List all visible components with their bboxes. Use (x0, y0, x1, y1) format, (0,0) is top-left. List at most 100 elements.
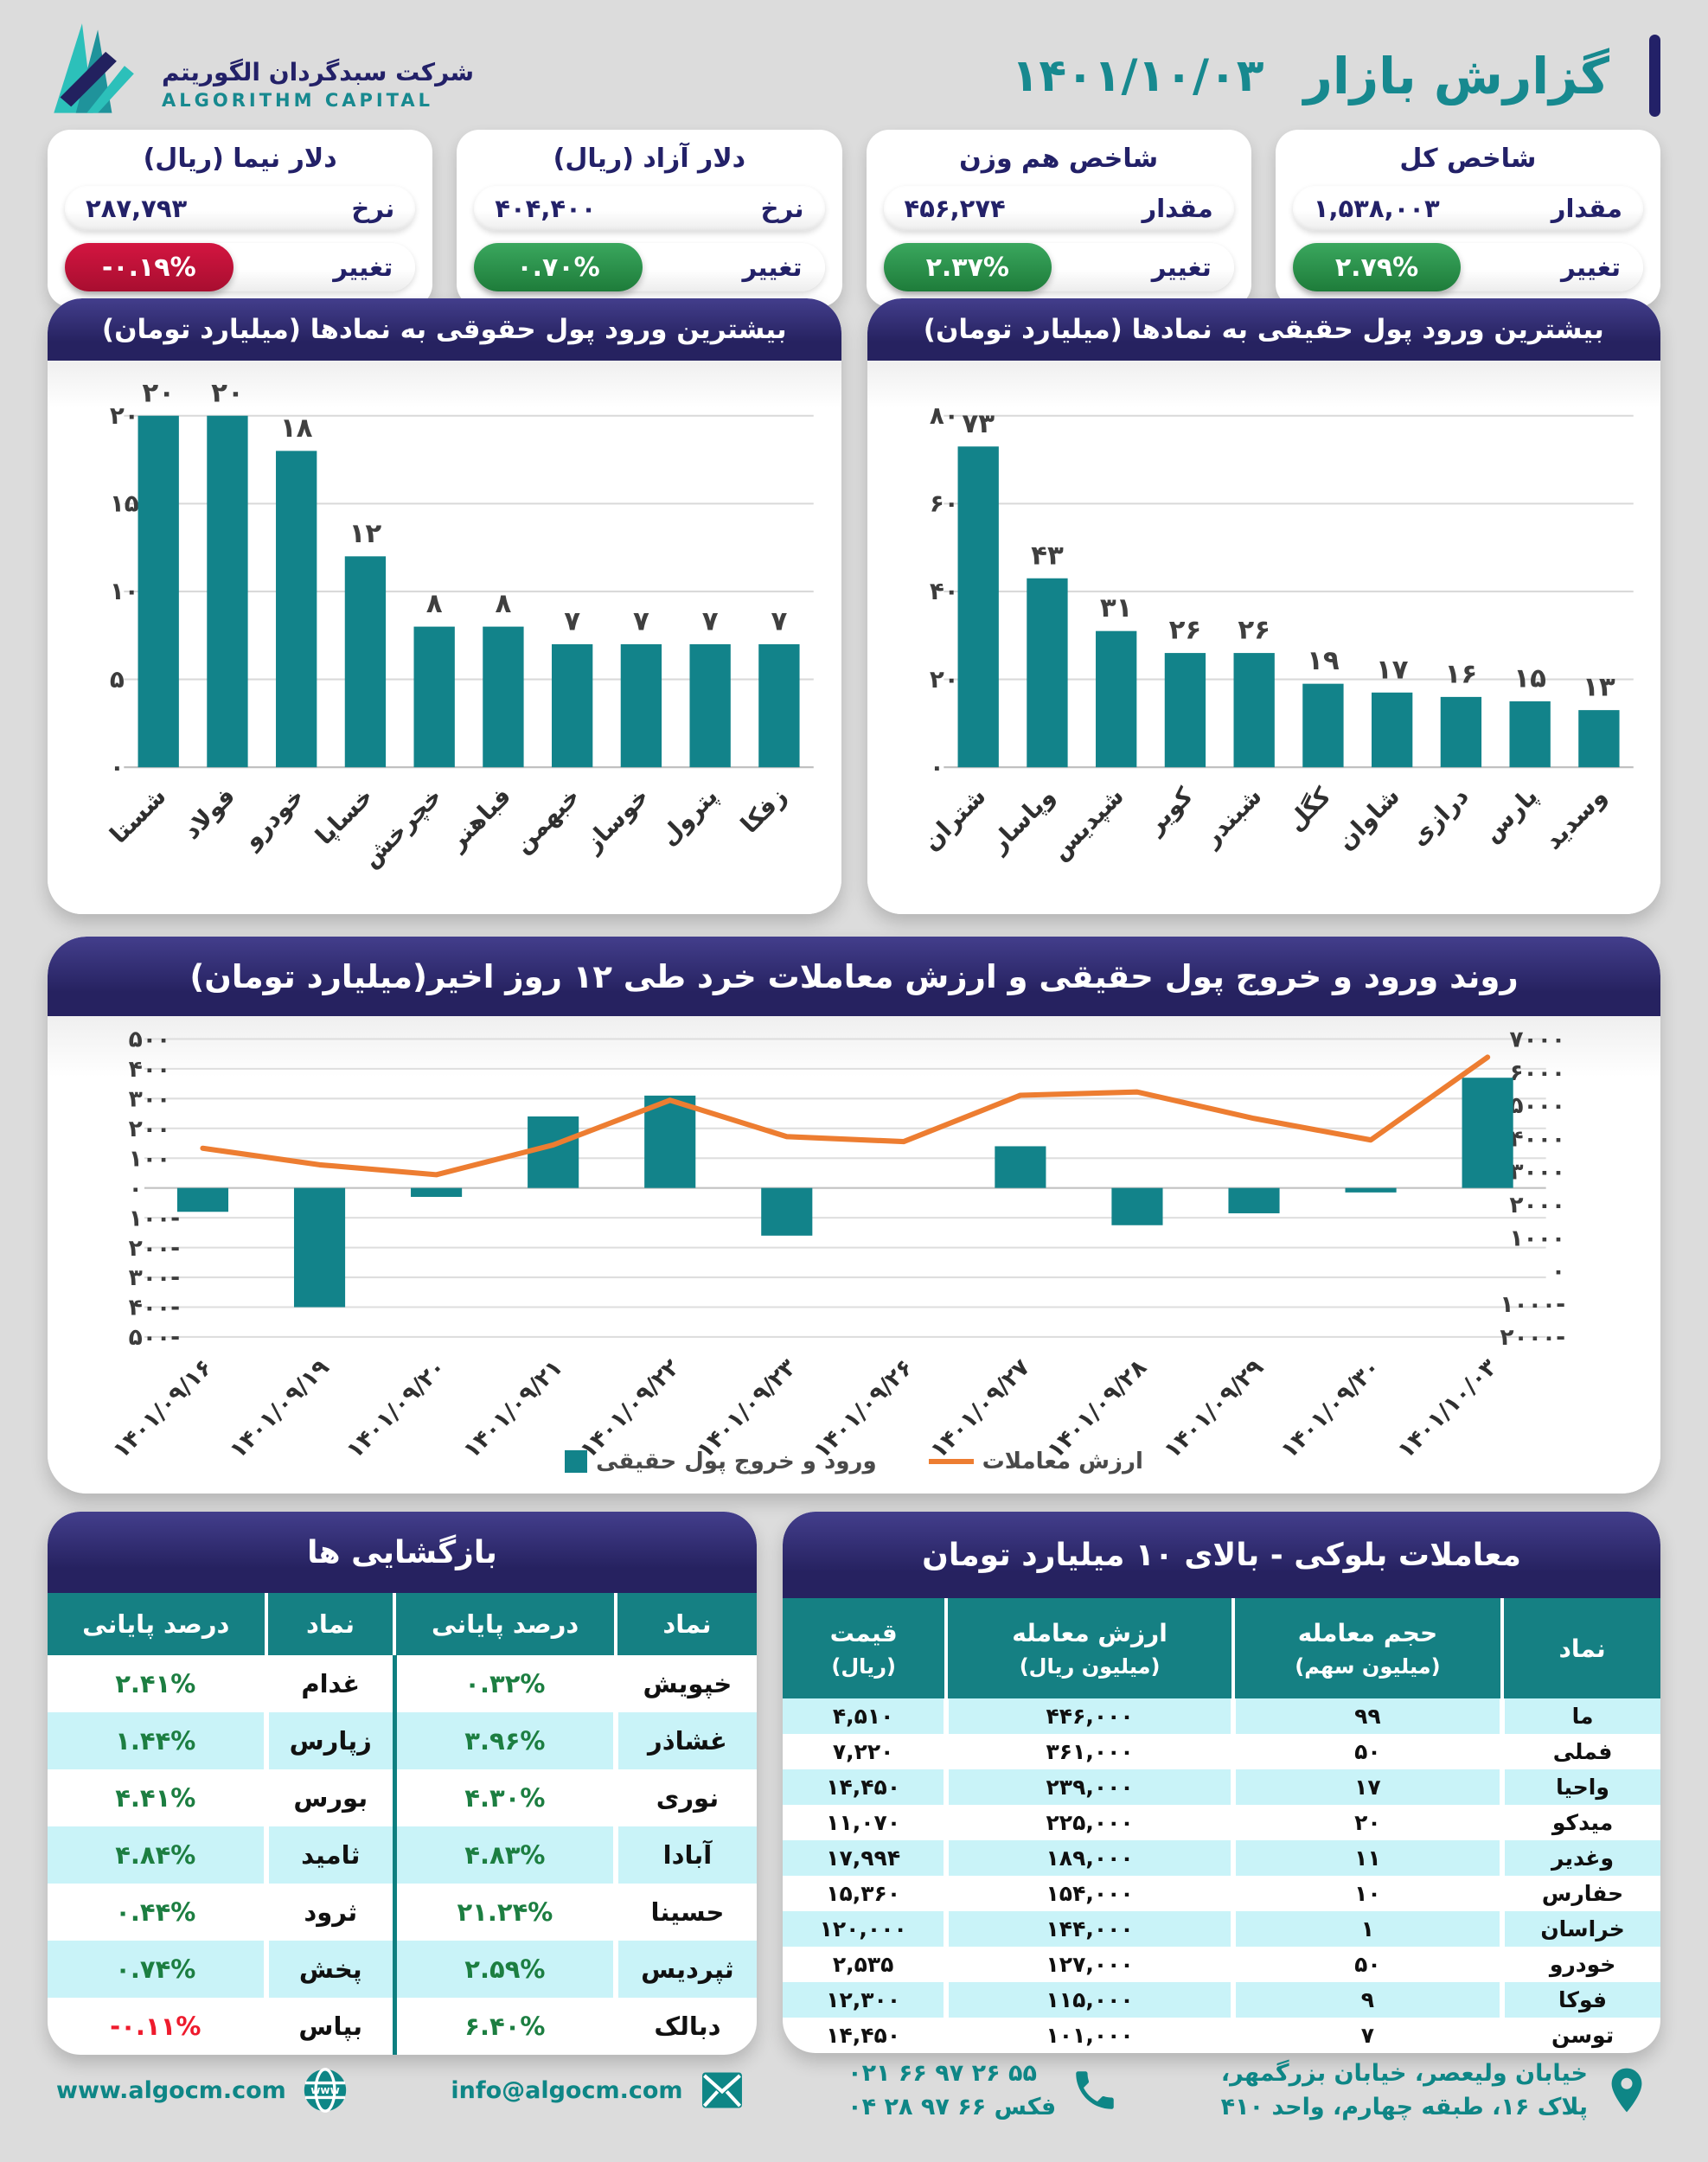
number-cell: ۱۰۱,۰۰۰ (944, 2018, 1233, 2053)
svg-text:۴۰۰۰: ۴۰۰۰ (1509, 1125, 1565, 1152)
fax-number[interactable]: فکس ۶۶ ۹۷ ۲۸ ۰۴ (848, 2094, 1057, 2120)
report-title-block: گزارش بازار ۱۴۰۱/۱۰/۰۳ (1012, 35, 1660, 117)
svg-text:www: www (310, 2084, 339, 2096)
footer: خیابان ولیعصر، خیابان بزرگمهر، پلاک ۱۶، … (0, 2039, 1708, 2162)
change-label: تغییر (1151, 253, 1212, 282)
money-flow-trend-chart: -۵۰۰-۴۰۰-۳۰۰-۲۰۰-۱۰۰۰۱۰۰۲۰۰۳۰۰۴۰۰۵۰۰-۲۰۰… (108, 1027, 1566, 1464)
block-trades-table: نماد حجم معامله (میلیون سهم) ارزش معامله (می… (783, 1598, 1660, 2053)
symbol-cell: میدکو (1500, 1805, 1660, 1840)
chart-title: بیشترین ورود پول حقیقی به نمادها (میلیار… (867, 298, 1660, 361)
value-label: مقدار (1551, 194, 1622, 223)
svg-text:۱۴۰۱/۰۹/۲۹: ۱۴۰۱/۰۹/۲۹ (1159, 1354, 1269, 1464)
svg-text:۱۷: ۱۷ (1375, 654, 1408, 685)
change-badge: ۲.۷۹% (1292, 243, 1462, 291)
stat-card-nima-dollar: دلار نیما (ریال) نرخ ۲۸۷,۷۹۳ تغییر -۰.۱۹… (48, 130, 433, 307)
symbol-cell: خراسان (1500, 1911, 1660, 1947)
number-cell: ۲۲۵,۰۰۰ (944, 1805, 1233, 1840)
trade-value-line (200, 1054, 1491, 1178)
number-cell: ۱۸۹,۰۰۰ (944, 1840, 1233, 1876)
symbol-cell: فملی (1500, 1734, 1660, 1769)
closing-percent-cell: ۳.۹۶% (392, 1712, 616, 1769)
number-cell: ۲,۵۳۵ (832, 1952, 894, 1977)
bar (138, 415, 179, 768)
svg-text:۲۶: ۲۶ (1168, 615, 1201, 646)
svg-text:۱۴۰۱/۱۰/۰۳: ۱۴۰۱/۱۰/۰۳ (1392, 1354, 1502, 1464)
svg-text:۷: ۷ (702, 605, 719, 636)
bar (761, 1187, 813, 1236)
table-row: فوکا ۹ ۱۱۵,۰۰۰ ۱۲,۳۰۰ (783, 1982, 1660, 2018)
table-row: ما ۹۹ ۴۴۶,۰۰۰ ۴,۵۱۰ (783, 1698, 1660, 1734)
title-accent-bar (1649, 35, 1660, 117)
number-cell: ۹۹ (1230, 1698, 1503, 1734)
legend-label: ورود و خروج پول حقیقی (596, 1449, 877, 1475)
value-label: نرخ (351, 194, 395, 223)
table-row: واحیا ۱۷ ۲۳۹,۰۰۰ ۱۴,۴۵۰ (783, 1769, 1660, 1805)
stat-card-title: شاخص کل (1399, 144, 1537, 174)
symbol-cell: واحیا (1500, 1769, 1660, 1805)
symbol-cell: دبالک (612, 1998, 757, 2055)
bar (344, 556, 387, 768)
location-pin-icon (1611, 2068, 1642, 2113)
closing-percent-cell: ۲۱.۲۴% (392, 1884, 616, 1941)
page-title: گزارش بازار (1303, 46, 1609, 106)
symbol-cell: حفارس (1500, 1876, 1660, 1911)
svg-text:۱۴۰۱/۰۹/۱۶: ۱۴۰۱/۰۹/۱۶ (108, 1354, 218, 1464)
table-row: میدکو ۲۰ ۲۲۵,۰۰۰ ۱۱,۰۷۰ (783, 1805, 1660, 1840)
footer-email: info@algocm.com (451, 2065, 746, 2115)
change-pill: تغییر ۰.۷۰% (474, 243, 825, 291)
svg-text:۱۰۰: ۱۰۰ (129, 1145, 171, 1172)
svg-text:۲۰۰۰: ۲۰۰۰ (1509, 1192, 1565, 1219)
table-row: آبادا ۴.۸۳% ثامید ۴.۸۴% (48, 1826, 757, 1884)
phone-number[interactable]: ۰۲۱ ۶۶ ۹۷ ۲۶ ۵۵ (848, 2060, 1037, 2087)
stat-card-total-index: شاخص کل مقدار ۱,۵۳۸,۰۰۳ تغییر ۲.۷۹% (1275, 130, 1660, 307)
svg-text:شبندر: شبندر (1195, 782, 1267, 854)
bar (1508, 700, 1551, 768)
svg-text:شستا: شستا (104, 782, 171, 849)
closing-percent-cell: ۱.۴۴% (48, 1712, 266, 1769)
svg-text:پترول: پترول (654, 782, 723, 851)
bar (1026, 578, 1068, 768)
bar (995, 1146, 1046, 1188)
bar (1462, 1078, 1513, 1188)
svg-text:۸: ۸ (495, 588, 511, 619)
stat-card-title: شاخص هم وزن (959, 144, 1159, 174)
number-cell: ۴۴۶,۰۰۰ (944, 1698, 1233, 1734)
svg-text:۰: ۰ (929, 752, 944, 781)
svg-text:زفکا: زفکا (735, 782, 792, 839)
number-cell: ۴,۵۱۰ (783, 1698, 947, 1734)
svg-text:۱۵: ۱۵ (1513, 663, 1546, 694)
number-cell: ۱ (1230, 1911, 1503, 1947)
table-row: حسینا ۲۱.۲۴% ثرود ۰.۴۴% (48, 1884, 757, 1941)
table-row: ثپردیس ۲.۵۹% پخش ۰.۷۴% (48, 1941, 757, 1998)
number-cell: ۵۰ (1230, 1734, 1503, 1769)
table-header-row: نماد حجم معامله (میلیون سهم) ارزش معامله (می… (783, 1598, 1660, 1698)
svg-text:-۴۰۰: -۴۰۰ (129, 1295, 181, 1321)
svg-text:کگل: کگل (1281, 781, 1336, 836)
bar (644, 1095, 696, 1188)
svg-text:درازی: درازی (1404, 782, 1474, 852)
symbol-cell: پخش (263, 1941, 395, 1998)
number-cell: ۵۰ (1230, 1947, 1503, 1982)
reopenings-table: نماد درصد پایانی نماد درصد پایانی خپویش ۰.۳۲%… (48, 1593, 757, 2055)
svg-text:۲۰۰: ۲۰۰ (129, 1116, 171, 1142)
svg-text:فباهنر: فباهنر (441, 782, 516, 857)
svg-text:۰: ۰ (1551, 1258, 1565, 1285)
svg-text:۱۴۰۱/۰۹/۲۸: ۱۴۰۱/۰۹/۲۸ (1042, 1354, 1152, 1464)
svg-text:-۵۰۰: -۵۰۰ (129, 1324, 181, 1351)
number-cell: ۱۱,۰۷۰ (826, 1810, 901, 1835)
stat-card-title: دلار نیما (ریال) (143, 144, 337, 174)
svg-text:۶۰: ۶۰ (929, 489, 958, 518)
website-url[interactable]: www.algocm.com (56, 2076, 286, 2104)
svg-text:۱۰: ۱۰ (110, 577, 139, 605)
bar (176, 1187, 229, 1212)
change-badge: ۰.۷۰% (474, 243, 643, 291)
symbol-cell: توسن (1500, 2018, 1660, 2053)
footer-website: www www.algocm.com (56, 2065, 350, 2115)
email-icon (701, 2072, 742, 2108)
email-address[interactable]: info@algocm.com (451, 2076, 683, 2104)
reopenings-title: بازگشایی ها (48, 1512, 757, 1593)
symbol-cell: ثپردیس (612, 1941, 757, 1998)
number-cell: ۷,۲۲۰ (832, 1739, 894, 1764)
value-number: ۲۸۷,۷۹۳ (86, 194, 188, 223)
